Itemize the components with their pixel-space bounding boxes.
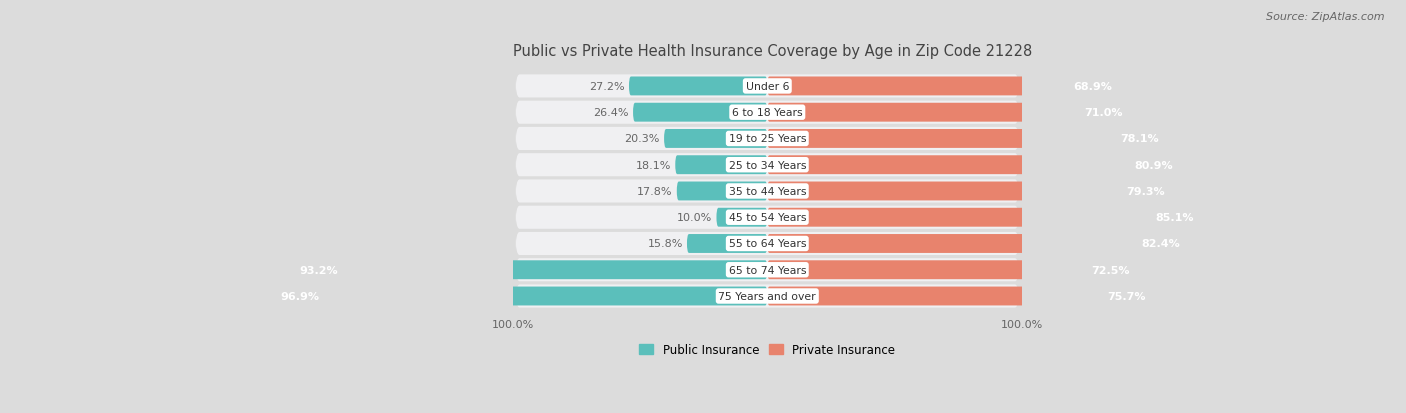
- FancyBboxPatch shape: [633, 104, 768, 122]
- FancyBboxPatch shape: [664, 130, 768, 149]
- Text: 26.4%: 26.4%: [593, 108, 628, 118]
- FancyBboxPatch shape: [274, 287, 768, 306]
- Text: Under 6: Under 6: [745, 82, 789, 92]
- FancyBboxPatch shape: [768, 235, 1187, 253]
- FancyBboxPatch shape: [768, 104, 1129, 122]
- Text: 82.4%: 82.4%: [1142, 239, 1180, 249]
- Text: 72.5%: 72.5%: [1091, 265, 1130, 275]
- FancyBboxPatch shape: [768, 77, 1118, 96]
- Text: Source: ZipAtlas.com: Source: ZipAtlas.com: [1267, 12, 1385, 22]
- Text: 80.9%: 80.9%: [1135, 160, 1173, 170]
- Text: 20.3%: 20.3%: [624, 134, 659, 144]
- FancyBboxPatch shape: [768, 182, 1171, 201]
- FancyBboxPatch shape: [516, 154, 1019, 177]
- Text: Public vs Private Health Insurance Coverage by Age in Zip Code 21228: Public vs Private Health Insurance Cover…: [513, 44, 1032, 59]
- FancyBboxPatch shape: [516, 285, 1019, 308]
- Text: 25 to 34 Years: 25 to 34 Years: [728, 160, 806, 170]
- FancyBboxPatch shape: [516, 180, 1019, 203]
- Text: 78.1%: 78.1%: [1119, 134, 1159, 144]
- FancyBboxPatch shape: [516, 233, 1019, 255]
- FancyBboxPatch shape: [516, 259, 1019, 282]
- Text: 68.9%: 68.9%: [1073, 82, 1112, 92]
- FancyBboxPatch shape: [516, 206, 1019, 229]
- Text: 85.1%: 85.1%: [1156, 213, 1194, 223]
- FancyBboxPatch shape: [676, 182, 768, 201]
- FancyBboxPatch shape: [768, 287, 1153, 306]
- Text: 93.2%: 93.2%: [299, 265, 337, 275]
- Text: 75 Years and over: 75 Years and over: [718, 291, 815, 301]
- Text: 75.7%: 75.7%: [1108, 291, 1146, 301]
- Text: 15.8%: 15.8%: [648, 239, 683, 249]
- Text: 45 to 54 Years: 45 to 54 Years: [728, 213, 806, 223]
- Text: 35 to 44 Years: 35 to 44 Years: [728, 187, 806, 197]
- Text: 96.9%: 96.9%: [281, 291, 319, 301]
- FancyBboxPatch shape: [717, 208, 768, 227]
- FancyBboxPatch shape: [768, 208, 1201, 227]
- FancyBboxPatch shape: [516, 128, 1019, 151]
- Text: 10.0%: 10.0%: [678, 213, 713, 223]
- Text: 55 to 64 Years: 55 to 64 Years: [728, 239, 806, 249]
- Text: 79.3%: 79.3%: [1126, 187, 1164, 197]
- FancyBboxPatch shape: [516, 75, 1019, 98]
- Text: 17.8%: 17.8%: [637, 187, 672, 197]
- Text: 27.2%: 27.2%: [589, 82, 624, 92]
- Text: 65 to 74 Years: 65 to 74 Years: [728, 265, 806, 275]
- Legend: Public Insurance, Private Insurance: Public Insurance, Private Insurance: [634, 339, 900, 361]
- Text: 71.0%: 71.0%: [1084, 108, 1122, 118]
- FancyBboxPatch shape: [675, 156, 768, 175]
- FancyBboxPatch shape: [516, 102, 1019, 124]
- Text: 19 to 25 Years: 19 to 25 Years: [728, 134, 806, 144]
- FancyBboxPatch shape: [768, 156, 1178, 175]
- FancyBboxPatch shape: [768, 261, 1136, 280]
- FancyBboxPatch shape: [294, 261, 768, 280]
- FancyBboxPatch shape: [768, 130, 1164, 149]
- FancyBboxPatch shape: [628, 77, 768, 96]
- Text: 18.1%: 18.1%: [636, 160, 671, 170]
- FancyBboxPatch shape: [688, 235, 768, 253]
- Text: 6 to 18 Years: 6 to 18 Years: [733, 108, 803, 118]
